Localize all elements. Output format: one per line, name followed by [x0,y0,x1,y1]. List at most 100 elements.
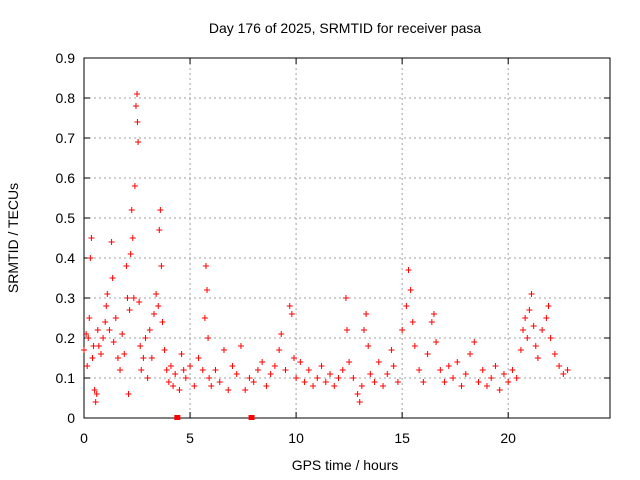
data-point [134,91,141,97]
data-point [250,379,257,385]
data-point [86,315,93,321]
data-point [390,363,397,369]
data-point [424,351,431,357]
x-tick-label: 0 [80,430,88,446]
data-point [388,347,395,353]
data-point [471,339,478,345]
data-point [526,307,533,313]
data-point [138,367,145,373]
data-point [208,383,215,389]
data-point [81,347,87,353]
data-point [488,375,495,381]
data-point [360,327,367,333]
y-tick-label: 0.3 [56,290,76,306]
data-point [371,379,378,385]
data-point [157,207,164,213]
gap-marker [174,415,181,420]
data-point [202,263,209,269]
data-point [187,363,194,369]
data-point [108,239,115,245]
data-point [411,343,418,349]
data-point [532,343,539,349]
data-point [530,323,537,329]
data-point [420,379,427,385]
data-point [441,379,448,385]
data-point [407,287,414,293]
data-point [129,235,136,241]
data-point [517,347,524,353]
x-tick-label: 15 [394,430,410,446]
data-point [450,375,457,381]
data-point [545,303,552,309]
data-point [102,319,109,325]
data-point [430,311,437,317]
data-point [505,379,512,385]
data-point [199,367,206,373]
data-point [293,375,300,381]
gap-marker [248,415,255,420]
data-point [433,339,440,345]
y-tick-label: 0 [67,410,75,426]
data-point [278,331,285,337]
data-point [462,371,469,377]
data-point [156,227,163,233]
data-point [403,303,410,309]
data-point [467,351,474,357]
data-point [551,351,558,357]
data-point [445,363,452,369]
data-point [148,355,155,361]
data-point [92,399,99,405]
data-point [136,299,143,305]
data-point [216,379,223,385]
data-point [363,311,370,317]
data-point [140,355,147,361]
data-point [522,315,529,321]
chart-title: Day 176 of 2025, SRMTID for receiver pas… [209,20,482,36]
data-point [342,295,349,301]
data-point [85,335,92,341]
data-point [114,355,121,361]
data-point [524,335,531,341]
data-point [564,367,571,373]
data-point [121,351,128,357]
data-point [520,327,527,333]
data-point [144,375,151,381]
data-point [288,311,295,317]
data-point [191,383,198,389]
data-point [119,331,126,337]
x-axis-label: GPS time / hours [292,457,399,473]
data-point [146,327,153,333]
data-point [409,319,416,325]
data-point [331,383,338,389]
x-tick-label: 10 [288,430,304,446]
y-tick-label: 0.7 [56,130,76,146]
data-point [88,235,95,241]
data-point [534,355,541,361]
data-point [335,375,342,381]
data-point [242,387,249,393]
y-tick-label: 0.8 [56,90,76,106]
data-point [318,363,325,369]
data-point [367,371,374,377]
tick-labels: 0 0.1 0.2 0.3 0.4 0.5 0.6 0.7 0.8 0.9 0 5 10 15 20 [56,50,517,446]
y-tick-label: 0.5 [56,210,76,226]
data-point [155,303,162,309]
data-point [237,343,244,349]
data-point [195,355,202,361]
data-point [132,103,139,109]
data-point [97,351,104,357]
data-point [327,371,334,377]
data-point [127,251,134,257]
data-point [428,319,435,325]
data-point [135,139,142,145]
data-point [492,363,499,369]
data-point [384,371,391,377]
grid-lines [84,58,610,418]
y-tick-label: 0.4 [56,250,76,266]
data-point [100,335,107,341]
data-point [356,399,363,405]
data-point [354,391,361,397]
data-point [176,387,183,393]
data-point [290,355,297,361]
data-point [310,383,317,389]
